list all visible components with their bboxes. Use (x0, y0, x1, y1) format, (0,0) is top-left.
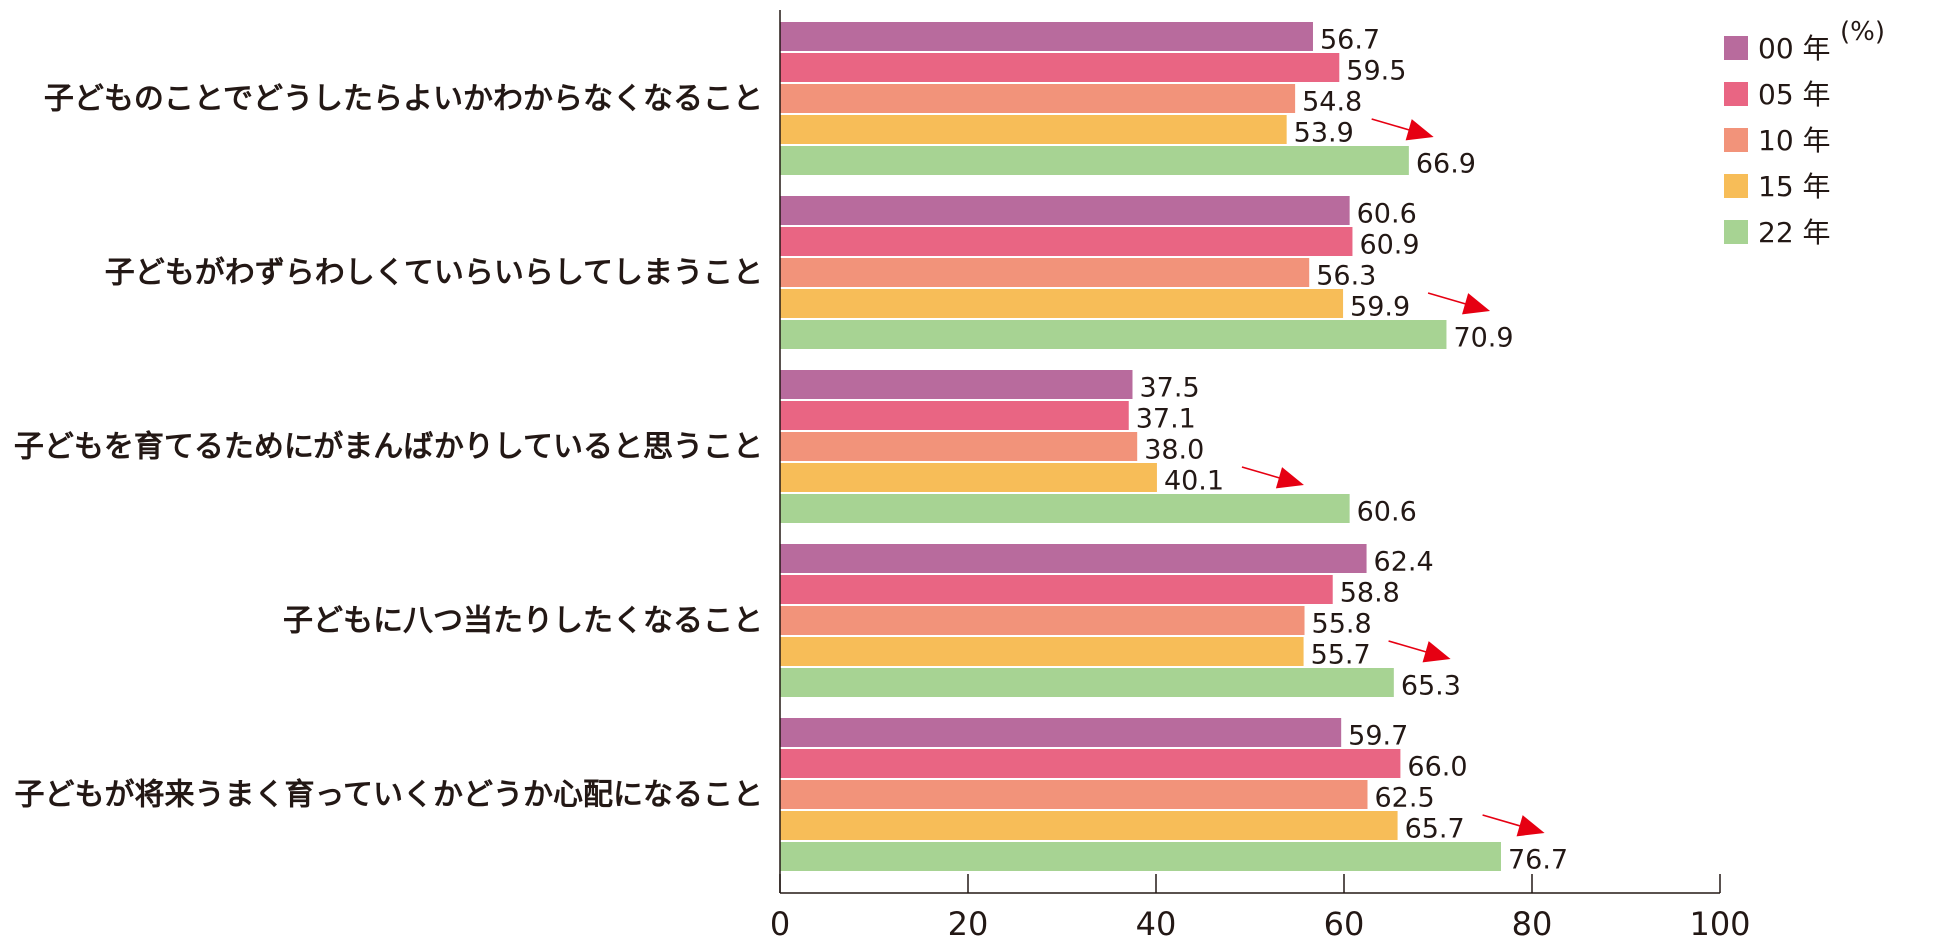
value-label: 56.7 (1320, 25, 1380, 56)
value-label: 59.7 (1348, 721, 1408, 752)
legend-swatch (1724, 174, 1748, 198)
value-label: 70.9 (1453, 323, 1513, 354)
bar (780, 22, 1313, 51)
value-label: 62.5 (1375, 783, 1435, 814)
value-label: 62.4 (1374, 547, 1434, 578)
category-label: 子どものことでどうしたらよいかわからなくなること (44, 82, 763, 117)
legend-swatch (1724, 82, 1748, 106)
value-label: 38.0 (1144, 435, 1204, 466)
value-label: 55.7 (1311, 640, 1371, 671)
legend-label: 10 年 (1758, 124, 1831, 157)
value-label: 55.8 (1312, 609, 1372, 640)
legend-label: 00 年 (1758, 32, 1831, 65)
bar (780, 463, 1157, 492)
bar (780, 146, 1409, 175)
category-label: 子どもがわずらわしくていらいらしてしまうこと (105, 256, 763, 291)
bar (780, 401, 1129, 430)
bar (780, 718, 1342, 747)
trend-arrow-head (1462, 293, 1491, 315)
bar (780, 780, 1368, 809)
bars-group: 56.759.554.853.966.960.660.956.359.970.9… (780, 22, 1568, 876)
x-tick-label: 0 (770, 905, 790, 943)
x-tick-label: 60 (1324, 905, 1365, 943)
bar (780, 811, 1398, 840)
value-label: 60.9 (1359, 230, 1419, 261)
axes-group (779, 10, 1720, 894)
legend-swatch (1724, 128, 1748, 152)
bar (780, 668, 1394, 697)
bar (780, 637, 1304, 666)
value-label: 53.9 (1294, 118, 1354, 149)
value-label: 54.8 (1302, 87, 1362, 118)
legend-label: 15 年 (1758, 170, 1831, 203)
category-label: 子どもが将来うまく育っていくかどうか心配になること (15, 778, 764, 813)
x-tick-label: 40 (1136, 905, 1177, 943)
value-label: 59.5 (1346, 56, 1406, 87)
bar (780, 289, 1344, 318)
value-label: 58.8 (1340, 578, 1400, 609)
category-label: 子どもを育てるためにがまんばかりしていると思うこと (14, 430, 763, 465)
bar (780, 84, 1296, 113)
value-label: 66.9 (1416, 149, 1476, 180)
legend: (%) 00 年 05 年 10 年 15 年 22 年 (1724, 17, 1885, 249)
bar (780, 53, 1340, 82)
legend-swatch (1724, 36, 1748, 60)
bar (780, 606, 1305, 635)
trend-arrow-head (1405, 119, 1434, 141)
bar (780, 258, 1310, 287)
trend-arrow-head (1516, 815, 1545, 837)
x-tick-label: 80 (1512, 905, 1553, 943)
trend-arrow-head (1275, 467, 1304, 489)
value-label: 65.3 (1401, 671, 1461, 702)
value-label: 60.6 (1357, 497, 1417, 528)
bar (780, 842, 1501, 871)
bar (780, 370, 1133, 399)
bar (780, 196, 1350, 225)
bar (780, 320, 1447, 349)
bar (780, 227, 1353, 256)
value-label: 37.1 (1136, 404, 1196, 435)
value-label: 40.1 (1164, 466, 1224, 497)
value-label: 56.3 (1316, 261, 1376, 292)
x-ticks-group: 0 20 40 60 80 100 (770, 874, 1751, 943)
bar (780, 115, 1287, 144)
category-labels-group: 子どものことでどうしたらよいかわからなくなること子どもがわずらわしくていらいらし… (14, 82, 763, 813)
value-label: 76.7 (1508, 845, 1568, 876)
bar (780, 575, 1333, 604)
x-tick-label: 100 (1689, 905, 1750, 943)
unit-label: (%) (1840, 17, 1885, 47)
legend-label: 05 年 (1758, 78, 1831, 111)
value-label: 37.5 (1140, 373, 1200, 404)
legend-label: 22 年 (1758, 216, 1831, 249)
value-label: 60.6 (1357, 199, 1417, 230)
bar (780, 749, 1401, 778)
bar (780, 432, 1138, 461)
arrows-group (1241, 118, 1545, 837)
trend-arrow-head (1422, 641, 1451, 663)
value-label: 59.9 (1350, 292, 1410, 323)
bar (780, 544, 1367, 573)
category-label: 子どもに八つ当たりしたくなること (283, 604, 763, 639)
bar (780, 494, 1350, 523)
x-tick-label: 20 (948, 905, 989, 943)
legend-swatch (1724, 220, 1748, 244)
value-label: 66.0 (1407, 752, 1467, 783)
value-label: 65.7 (1405, 814, 1465, 845)
